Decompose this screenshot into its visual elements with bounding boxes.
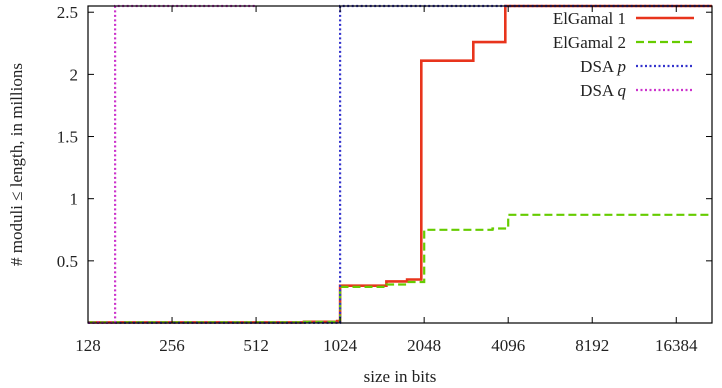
plot-frame — [87, 5, 713, 324]
y-tick-label: 1 — [70, 190, 79, 209]
plot-lines — [88, 4, 712, 324]
y-axis: 0.5 1 1.5 2 2.5 — [57, 3, 712, 271]
legend-item-dsa_p: DSA p — [580, 57, 694, 76]
y-tick-label: 2.5 — [57, 3, 78, 22]
series-line-dsa_p — [88, 4, 712, 324]
legend-label: ElGamal 2 — [553, 33, 626, 52]
series-line-dsa_q — [88, 4, 257, 324]
legend-item-dsa_q: DSA q — [580, 81, 694, 100]
y-axis-label: # moduli ≤ length, in millions — [7, 63, 26, 266]
y-tick-label: 1.5 — [57, 128, 78, 147]
legend-label: DSA q — [580, 81, 626, 100]
legend-item-elgamal2: ElGamal 2 — [553, 33, 694, 52]
legend-label: ElGamal 1 — [553, 9, 626, 28]
y-tick-label: 0.5 — [57, 252, 78, 271]
legend: ElGamal 1 ElGamal 2 DSA p DSA q — [553, 9, 694, 100]
x-tick-label: 1024 — [323, 336, 358, 355]
y-tick-label: 2 — [70, 65, 79, 84]
x-tick-label: 4096 — [491, 336, 525, 355]
series-line-elgamal1 — [88, 4, 712, 324]
x-axis-label: size in bits — [364, 367, 437, 386]
x-tick-label: 256 — [159, 336, 185, 355]
x-tick-label: 2048 — [407, 336, 441, 355]
legend-label: DSA p — [580, 57, 626, 76]
legend-item-elgamal1: ElGamal 1 — [553, 9, 694, 28]
x-tick-label: 16384 — [655, 336, 698, 355]
x-tick-label: 8192 — [575, 336, 609, 355]
x-tick-label: 512 — [243, 336, 269, 355]
series-line-elgamal2 — [88, 213, 712, 324]
x-axis: 128 256 512 1024 2048 4096 8192 16384 — [75, 6, 698, 355]
x-tick-label: 128 — [75, 336, 101, 355]
